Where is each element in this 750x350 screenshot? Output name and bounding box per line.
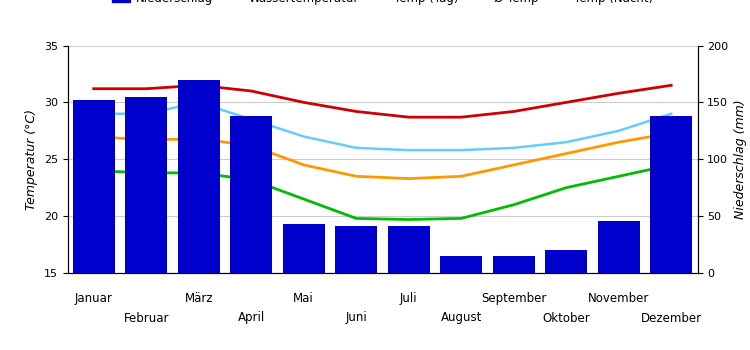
Bar [230, 116, 272, 273]
Bar [545, 250, 587, 273]
Text: September: September [481, 292, 547, 305]
Text: August: August [440, 312, 482, 324]
Bar [440, 256, 482, 273]
Legend: Niederschlag, Wassertemperatur, Temp (Tag), Ø Temp, Temp (Nacht): Niederschlag, Wassertemperatur, Temp (Ta… [107, 0, 658, 10]
Text: Februar: Februar [124, 312, 169, 324]
Bar [493, 256, 535, 273]
Bar [178, 80, 220, 273]
Text: November: November [588, 292, 650, 305]
Bar [335, 226, 377, 273]
Text: Juli: Juli [400, 292, 418, 305]
Y-axis label: Niederschlag (mm): Niederschlag (mm) [734, 99, 747, 219]
Bar [125, 97, 167, 273]
Bar [388, 226, 430, 273]
Text: Mai: Mai [293, 292, 314, 305]
Bar [73, 100, 115, 273]
Text: Juni: Juni [345, 312, 368, 324]
Text: Dezember: Dezember [640, 312, 702, 324]
Text: April: April [238, 312, 265, 324]
Bar [650, 116, 692, 273]
Y-axis label: Temperatur (°C): Temperatur (°C) [25, 109, 38, 210]
Bar [283, 224, 325, 273]
Text: März: März [184, 292, 213, 305]
Bar [598, 221, 640, 273]
Text: Januar: Januar [75, 292, 112, 305]
Text: Oktober: Oktober [542, 312, 590, 324]
